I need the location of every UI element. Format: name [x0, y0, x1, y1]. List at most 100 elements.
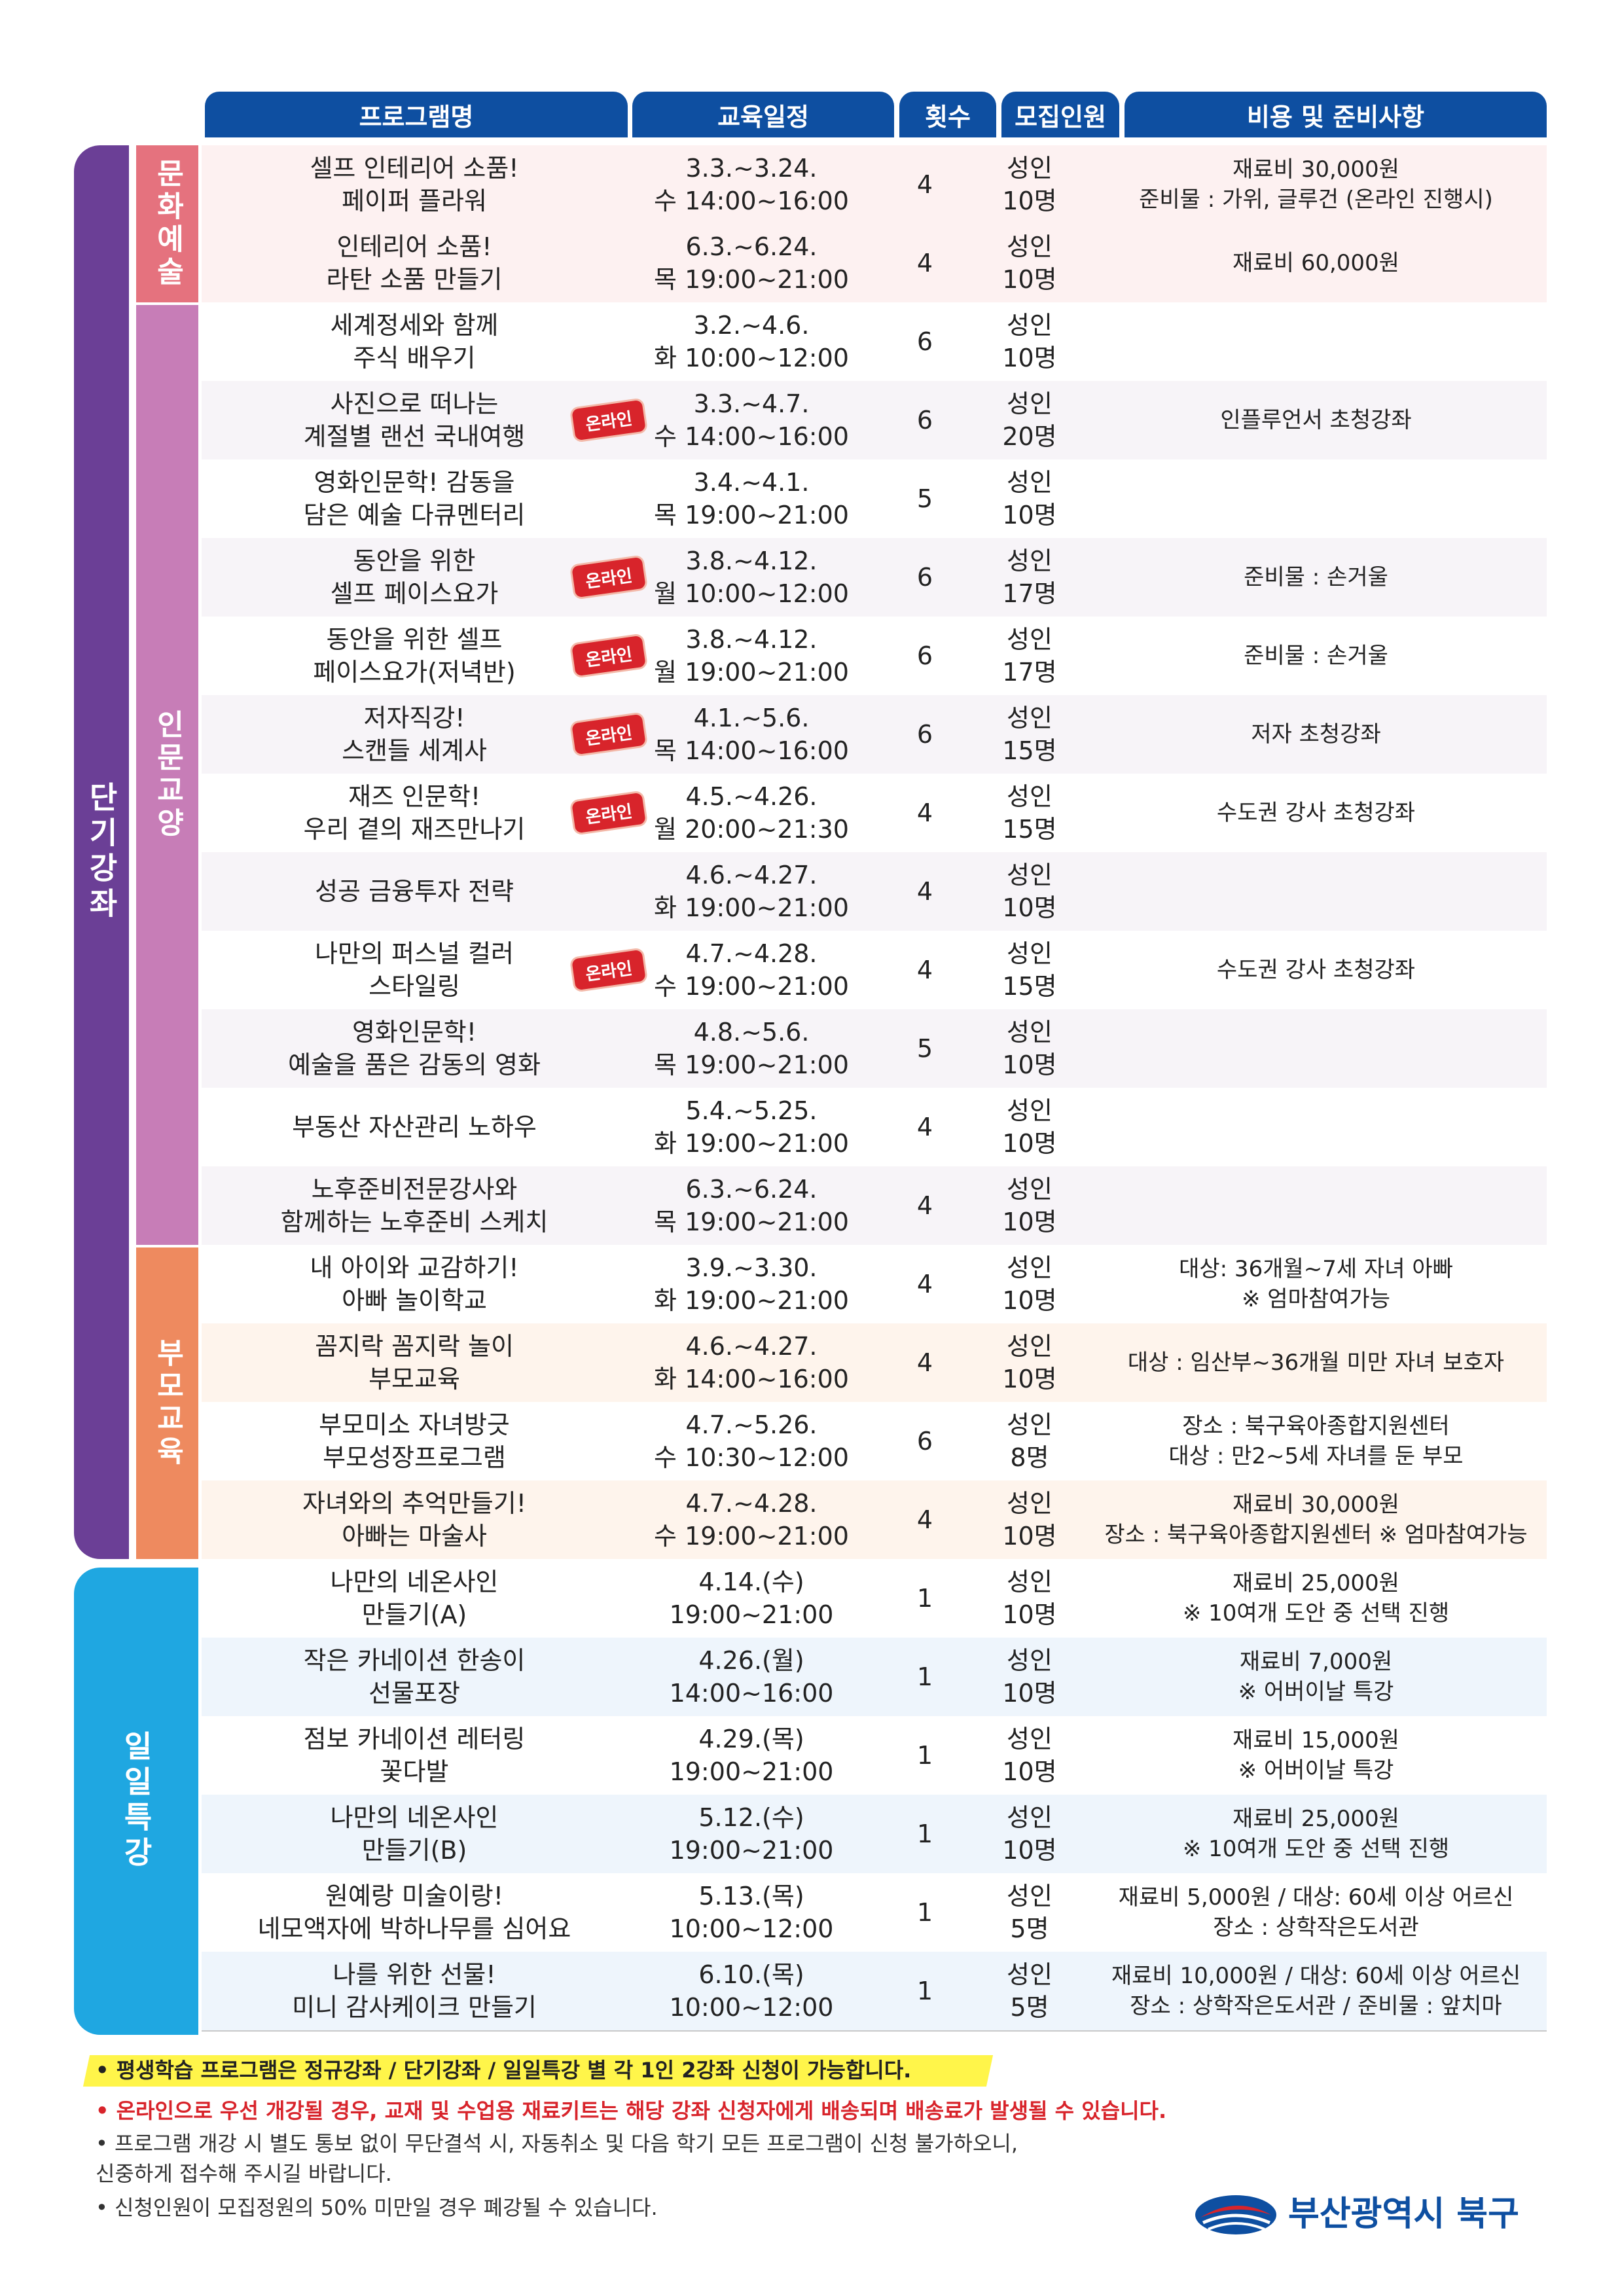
program-name: 인테리어 소품! 라탄 소품 만들기	[202, 224, 627, 302]
cost-notes: 인플루언서 초청강좌	[1085, 381, 1547, 459]
program-name-line: 저자직강!	[363, 704, 465, 732]
table-row: 노후준비전문강사와 함께하는 노후준비 스케치 6.3.~6.24. 목 19:00~…	[202, 1166, 1547, 1246]
capacity-line: 성인	[1007, 468, 1053, 497]
session-count-line: 6	[916, 406, 933, 435]
program-name: 부모미소 자녀방긋 부모성장프로그램	[202, 1402, 627, 1480]
session-count: 4	[876, 224, 974, 302]
session-count: 1	[876, 1559, 974, 1638]
program-name: 자녀와의 추억만들기! 아빠는 마술사	[202, 1480, 627, 1559]
schedule-line: 4.7.~4.28.	[685, 1489, 818, 1518]
program-name-line: 원예랑 미술이랑!	[325, 1882, 504, 1910]
table-row: 나를 위한 선물! 미니 감사케이크 만들기 6.10.(목) 10:00~12:00…	[202, 1952, 1547, 2032]
schedule: 4.7.~4.28. 수 19:00~21:00	[627, 931, 876, 1009]
capacity-line: 성인	[1007, 1018, 1053, 1047]
category-short-course: 단기강좌	[74, 145, 129, 1559]
program-name-line: 꽃다발	[380, 1757, 449, 1786]
schedule-line: 3.3.~3.24.	[685, 154, 818, 183]
program-name-line: 셀프 인테리어 소품!	[310, 154, 519, 183]
category-parent-education: 부모교육	[136, 1247, 198, 1559]
program-name: 나만의 네온사인 만들기(B)	[202, 1795, 627, 1873]
schedule: 5.12.(수) 19:00~21:00	[627, 1795, 876, 1873]
program-name: 나만의 네온사인 만들기(A)	[202, 1559, 627, 1638]
session-count-line: 6	[916, 563, 933, 592]
schedule: 4.29.(목) 19:00~21:00	[627, 1716, 876, 1795]
session-count: 4	[876, 1323, 974, 1402]
session-count-line: 5	[916, 484, 933, 513]
schedule: 6.10.(목) 10:00~12:00	[627, 1952, 876, 2030]
schedule: 4.7.~4.28. 수 19:00~21:00	[627, 1480, 876, 1559]
program-name-line: 선물포장	[369, 1679, 460, 1708]
table-row: 내 아이와 교감하기! 아빠 놀이학교 3.9.~3.30. 화 19:00~21:0…	[202, 1245, 1547, 1325]
session-count-line: 4	[916, 170, 933, 199]
session-count: 6	[876, 617, 974, 695]
cost-notes-line: 대상 : 임산부~36개월 미만 자녀 보호자	[1127, 1350, 1505, 1376]
session-count: 4	[876, 1245, 974, 1323]
program-name: 동안을 위한 셀프 페이스요가	[202, 538, 627, 617]
program-name-line: 함께하는 노후준비 스케치	[280, 1208, 549, 1236]
cost-notes-line: 재료비 15,000원	[1233, 1727, 1399, 1753]
schedule-line: 10:00~12:00	[669, 1914, 834, 1943]
capacity: 성인 15명	[974, 695, 1085, 774]
schedule-line: 6.3.~6.24.	[685, 232, 818, 261]
schedule-line: 4.1.~5.6.	[693, 704, 810, 732]
schedule-line: 3.4.~4.1.	[693, 468, 810, 497]
schedule: 3.3.~4.7. 수 14:00~16:00	[627, 381, 876, 459]
capacity-line: 성인	[1007, 1725, 1053, 1753]
schedule-line: 월 10:00~12:00	[654, 579, 849, 608]
cost-notes: 재료비 7,000원 ※ 어버이날 특강	[1085, 1638, 1547, 1716]
table-row: 세계정세와 함께 주식 배우기 3.2.~4.6. 화 10:00~12:00 6 성인 1…	[202, 302, 1547, 382]
schedule-line: 수 19:00~21:00	[654, 972, 849, 1001]
cost-notes	[1085, 1088, 1547, 1166]
capacity-line: 10명	[1002, 893, 1057, 922]
category-daily-special: 일일특강	[74, 1568, 198, 2035]
program-name-line: 만들기(B)	[361, 1836, 467, 1865]
session-count-line: 4	[916, 1348, 933, 1377]
schedule-line: 화 10:00~12:00	[654, 344, 849, 372]
schedule: 5.13.(목) 10:00~12:00	[627, 1873, 876, 1952]
program-name-line: 스타일링	[369, 972, 460, 1001]
cost-notes	[1085, 302, 1547, 381]
cost-notes-line: ※ 엄마참여가능	[1242, 1286, 1390, 1312]
capacity: 성인 10명	[974, 1559, 1085, 1638]
capacity: 성인 5명	[974, 1873, 1085, 1952]
capacity-line: 17명	[1002, 579, 1057, 608]
session-count: 6	[876, 1402, 974, 1480]
schedule: 3.4.~4.1. 목 19:00~21:00	[627, 459, 876, 538]
cost-notes-line: 수도권 강사 초청강좌	[1216, 957, 1416, 983]
program-name-line: 재즈 인문학!	[348, 782, 481, 811]
program-name-line: 작은 카네이션 한송이	[303, 1646, 526, 1675]
cost-notes-line: 장소 : 북구육아종합지원센터	[1182, 1413, 1450, 1439]
session-count-line: 4	[916, 1113, 933, 1141]
schedule-line: 목 14:00~16:00	[654, 736, 849, 765]
schedule-line: 4.6.~4.27.	[685, 861, 818, 889]
cost-notes-line: 저자 초청강좌	[1251, 721, 1381, 747]
schedule-line: 3.8.~4.12.	[685, 625, 818, 654]
category-culture-art: 문화예술	[136, 145, 198, 302]
cost-notes: 준비물 : 손거울	[1085, 538, 1547, 617]
capacity-line: 성인	[1007, 1646, 1053, 1675]
program-name-line: 셀프 페이스요가	[330, 579, 499, 608]
capacity: 성인 17명	[974, 617, 1085, 695]
cost-notes	[1085, 1166, 1547, 1245]
header-program-name: 프로그램명	[205, 92, 628, 137]
cost-notes-line: 재료비 5,000원 / 대상: 60세 이상 어르신	[1118, 1884, 1514, 1910]
cost-notes-line: 재료비 30,000원	[1233, 156, 1399, 183]
capacity-line: 10명	[1002, 1757, 1057, 1786]
cost-notes-line: 인플루언서 초청강좌	[1220, 407, 1412, 433]
cost-notes	[1085, 852, 1547, 931]
cost-notes-line: ※ 어버이날 특강	[1238, 1679, 1394, 1705]
schedule-line: 월 19:00~21:00	[654, 658, 849, 687]
cost-notes-line: 재료비 10,000원 / 대상: 60세 이상 어르신	[1111, 1963, 1521, 1989]
capacity: 성인 20명	[974, 381, 1085, 459]
program-name-line: 네모액자에 박하나무를 심어요	[257, 1914, 571, 1943]
schedule: 4.14.(수) 19:00~21:00	[627, 1559, 876, 1638]
capacity-line: 성인	[1007, 154, 1053, 183]
schedule-line: 5.4.~5.25.	[685, 1096, 818, 1125]
program-name-line: 점보 카네이션 레터링	[303, 1725, 526, 1753]
table-row: 부모미소 자녀방긋 부모성장프로그램 4.7.~5.26. 수 10:30~12:00…	[202, 1402, 1547, 1482]
session-count-line: 1	[916, 1584, 933, 1613]
capacity-line: 성인	[1007, 1332, 1053, 1361]
capacity: 성인 10명	[974, 1166, 1085, 1245]
